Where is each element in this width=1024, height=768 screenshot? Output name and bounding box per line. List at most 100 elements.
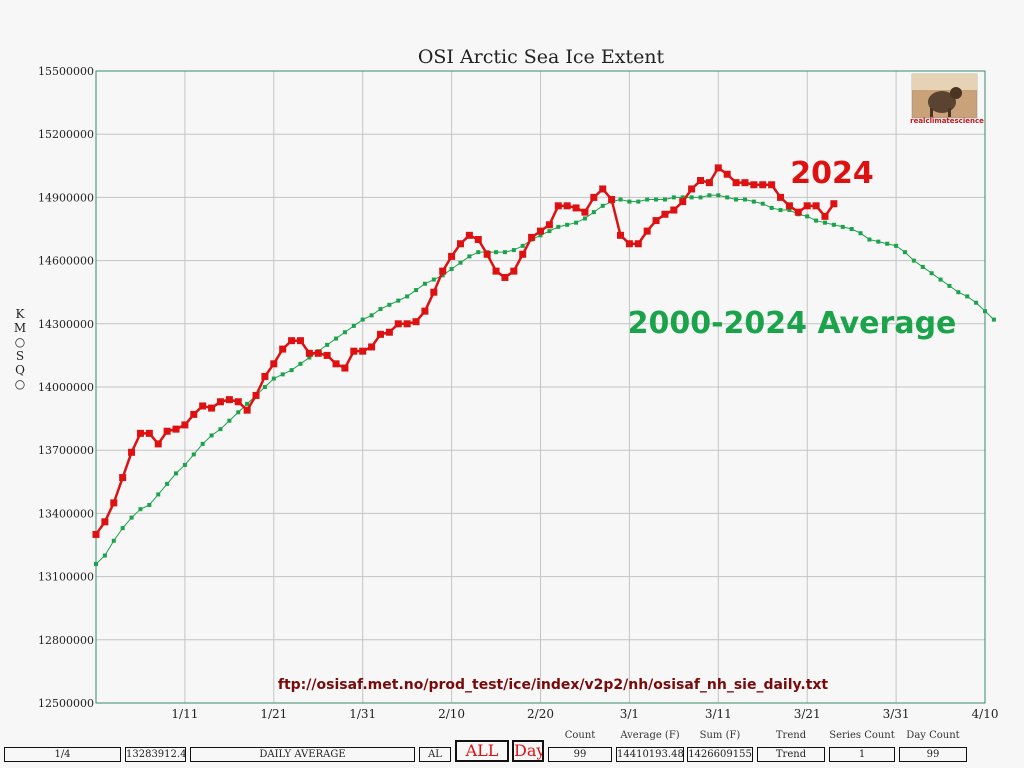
data-point — [414, 288, 419, 293]
range-field[interactable]: 1/4 — [4, 747, 121, 762]
y-tick-label: 14600000 — [38, 255, 94, 268]
data-point — [759, 181, 767, 189]
data-point — [101, 518, 109, 526]
data-point — [396, 298, 401, 303]
series-count-header: Series Count — [829, 730, 895, 741]
count-header: Count — [564, 730, 596, 741]
data-point — [938, 277, 943, 282]
data-point — [280, 372, 285, 377]
data-point — [387, 302, 392, 307]
data-point — [688, 185, 696, 193]
data-point — [547, 229, 552, 234]
data-point — [288, 337, 296, 345]
data-point — [181, 421, 189, 429]
x-tick-label: 1/21 — [260, 707, 287, 721]
data-point — [501, 273, 509, 281]
data-point — [983, 309, 987, 314]
data-point — [947, 283, 952, 288]
data-point — [368, 343, 376, 351]
data-point — [750, 181, 758, 189]
data-point — [394, 320, 402, 328]
data-point — [732, 179, 740, 187]
data-point — [777, 193, 785, 201]
data-point — [830, 200, 838, 208]
data-point — [929, 271, 934, 276]
data-point — [200, 441, 205, 446]
data-point — [147, 502, 152, 507]
day-count-field[interactable]: 99 — [899, 747, 967, 762]
data-point — [298, 361, 303, 366]
data-point — [679, 198, 687, 206]
data-point — [218, 427, 223, 432]
data-point — [769, 205, 774, 210]
x-tick-label: 3/31 — [883, 707, 910, 721]
data-point — [697, 177, 705, 185]
x-tick-label: 4/10 — [972, 707, 999, 721]
data-point — [136, 429, 144, 437]
data-point — [502, 250, 507, 255]
data-point — [876, 239, 881, 244]
data-point — [768, 181, 776, 189]
mode-select[interactable]: DAILY AVERAGE — [190, 747, 415, 762]
data-point — [154, 440, 162, 448]
data-point — [803, 202, 811, 210]
data-point — [510, 267, 518, 275]
value-field[interactable]: 13283912.48 — [125, 747, 186, 762]
data-point — [520, 243, 525, 248]
day-button[interactable]: Day — [512, 740, 544, 762]
data-point — [885, 241, 890, 246]
data-point — [671, 195, 676, 200]
data-point — [234, 398, 242, 406]
average-field[interactable]: 14410193.4864 — [616, 747, 684, 762]
day-count-header: Day Count — [906, 730, 960, 741]
data-point — [191, 452, 196, 457]
data-point — [652, 217, 660, 225]
data-point — [467, 254, 472, 259]
y-tick-label: 14900000 — [38, 191, 94, 204]
data-point — [314, 349, 322, 357]
data-point — [92, 530, 100, 538]
x-tick-label: 2/20 — [527, 707, 554, 721]
data-point — [350, 347, 358, 355]
series-count-field[interactable]: 1 — [829, 747, 895, 762]
data-point — [643, 227, 651, 235]
y-tick-label: 13400000 — [38, 507, 94, 520]
data-point — [145, 429, 153, 437]
data-point — [405, 294, 410, 299]
data-point — [742, 197, 747, 202]
data-point — [812, 202, 820, 210]
sum-field[interactable]: 1426609155 — [687, 747, 753, 762]
trend-button[interactable]: Trend — [757, 747, 825, 762]
chart-title: OSI Arctic Sea Ice Extent — [418, 46, 665, 68]
data-point — [289, 368, 294, 373]
data-point — [172, 425, 180, 433]
region-select[interactable]: AL — [419, 747, 451, 762]
y-axis-label-char: Q — [15, 363, 25, 377]
data-point — [270, 360, 278, 368]
data-point — [376, 330, 384, 338]
data-point — [360, 317, 365, 322]
data-point — [236, 410, 241, 415]
series-2024 — [92, 164, 838, 538]
data-point — [422, 281, 427, 286]
data-point — [956, 290, 961, 295]
data-point — [403, 320, 411, 328]
data-point — [545, 221, 553, 229]
data-point — [894, 243, 899, 248]
data-point — [599, 185, 607, 193]
data-point — [421, 307, 429, 315]
data-point — [617, 231, 625, 239]
data-point — [600, 203, 605, 208]
data-point — [831, 222, 836, 227]
data-point — [465, 231, 473, 239]
count-field[interactable]: 99 — [548, 747, 612, 762]
data-point — [821, 212, 829, 220]
data-point — [245, 401, 250, 406]
data-point — [483, 250, 491, 258]
data-point — [474, 236, 482, 244]
data-point — [778, 208, 783, 213]
data-point — [359, 347, 367, 355]
all-button[interactable]: ALL — [455, 740, 509, 762]
y-axis-label-char: S — [16, 349, 24, 363]
data-point — [199, 402, 207, 410]
